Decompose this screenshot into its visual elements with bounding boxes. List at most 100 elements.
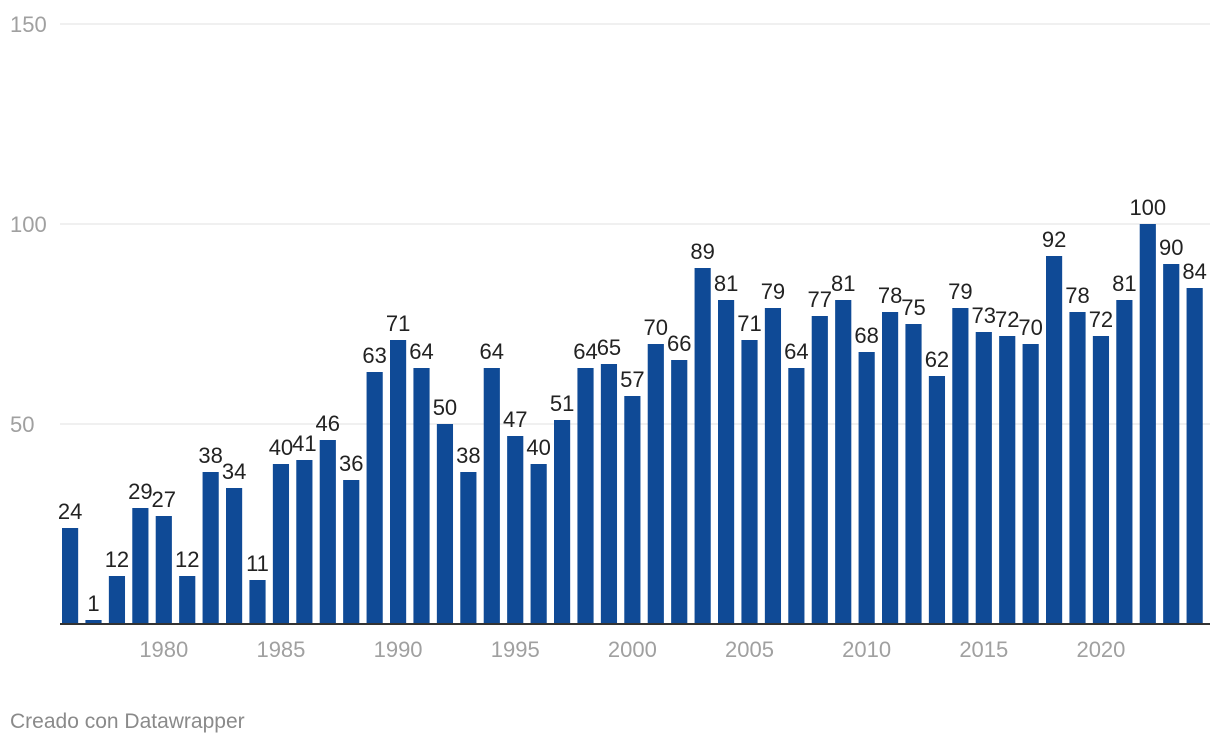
bar-1976 — [62, 528, 79, 624]
bar-2011 — [882, 312, 899, 624]
bars — [62, 224, 1203, 624]
data-label-1976: 24 — [58, 499, 82, 524]
data-label-1995: 47 — [503, 407, 527, 432]
bar-1986 — [296, 460, 313, 624]
bar-1991 — [413, 368, 430, 624]
data-label-2006: 79 — [761, 279, 785, 304]
bar-2004 — [718, 300, 735, 624]
bar-2020 — [1092, 336, 1110, 624]
data-label-1998: 64 — [573, 339, 597, 364]
bar-1982 — [202, 472, 219, 624]
data-label-2023: 90 — [1159, 235, 1183, 260]
data-label-2020: 72 — [1089, 307, 1113, 332]
data-label-2007: 64 — [784, 339, 808, 364]
bar-1995 — [507, 436, 524, 624]
y-tick-label: 100 — [10, 212, 47, 237]
x-tick-label-2005: 2005 — [725, 637, 774, 662]
bar-1990 — [390, 340, 407, 624]
data-label-1987: 46 — [316, 411, 340, 436]
data-label-1977: 1 — [87, 591, 99, 616]
data-label-1982: 38 — [198, 443, 222, 468]
data-label-1994: 64 — [480, 339, 504, 364]
data-label-1989: 63 — [362, 343, 386, 368]
bar-2000 — [624, 396, 641, 624]
y-tick-label: 150 — [10, 12, 47, 37]
bar-2002 — [671, 360, 688, 624]
x-tick-label-2010: 2010 — [842, 637, 891, 662]
bar-2015 — [975, 332, 992, 624]
bar-2016 — [999, 336, 1016, 624]
x-tick-label-2000: 2000 — [608, 637, 657, 662]
x-tick-label-2015: 2015 — [959, 637, 1008, 662]
bar-2013 — [928, 376, 946, 624]
data-label-2000: 57 — [620, 367, 644, 392]
bar-2024 — [1186, 288, 1203, 624]
data-label-1992: 50 — [433, 395, 457, 420]
data-label-2022: 100 — [1129, 195, 1166, 220]
data-label-2005: 71 — [737, 311, 761, 336]
bar-2010 — [858, 352, 875, 624]
data-label-1981: 12 — [175, 547, 199, 572]
bar-1994 — [483, 368, 500, 624]
data-label-2001: 70 — [644, 315, 668, 340]
bar-2017 — [1022, 344, 1039, 624]
data-label-1978: 12 — [105, 547, 129, 572]
bar-1987 — [319, 440, 336, 624]
bar-2019 — [1069, 312, 1086, 624]
data-label-1999: 65 — [597, 335, 621, 360]
data-label-1993: 38 — [456, 443, 480, 468]
x-axis-ticks: 1980 1985 1990 1995 2000 2005 2010 2015 2020 — [139, 637, 1125, 662]
bar-2009 — [835, 300, 852, 624]
y-axis-ticks: 50 100 150 — [10, 12, 47, 437]
bar-2021 — [1116, 300, 1133, 624]
data-label-2009: 81 — [831, 271, 855, 296]
bar-1981 — [179, 576, 196, 624]
bar-2023 — [1163, 264, 1180, 624]
x-tick-label-1980: 1980 — [139, 637, 188, 662]
bar-2008 — [811, 316, 828, 624]
data-label-2021: 81 — [1112, 271, 1136, 296]
bar-2001 — [647, 344, 664, 624]
data-label-1991: 64 — [409, 339, 433, 364]
bar-2018 — [1046, 256, 1063, 624]
data-label-1997: 51 — [550, 391, 574, 416]
bar-1992 — [436, 424, 454, 624]
data-label-1996: 40 — [526, 435, 550, 460]
x-tick-label-1985: 1985 — [256, 637, 305, 662]
y-tick-label: 50 — [10, 412, 34, 437]
bar-1997 — [554, 420, 571, 624]
bar-2014 — [952, 308, 969, 624]
data-label-1988: 36 — [339, 451, 363, 476]
bar-2006 — [764, 308, 782, 624]
bar-1988 — [343, 480, 360, 624]
bar-2012 — [905, 324, 922, 624]
data-label-2024: 84 — [1182, 259, 1206, 284]
bar-1989 — [366, 372, 383, 624]
data-label-2011: 78 — [878, 283, 902, 308]
data-label-2016: 72 — [995, 307, 1019, 332]
data-label-1985: 40 — [269, 435, 293, 460]
bar-1998 — [577, 368, 594, 624]
data-label-2014: 79 — [948, 279, 972, 304]
data-label-1979: 29 — [128, 479, 152, 504]
data-label-2003: 89 — [690, 239, 714, 264]
bar-1984 — [249, 580, 266, 624]
credit-text: Creado con Datawrapper — [10, 710, 245, 733]
data-label-1986: 41 — [292, 431, 316, 456]
data-label-1984: 11 — [246, 551, 269, 576]
bar-1979 — [132, 508, 149, 624]
data-label-2013: 62 — [925, 347, 949, 372]
data-label-2008: 77 — [808, 287, 832, 312]
bar-1993 — [460, 472, 477, 624]
data-label-2015: 73 — [972, 303, 996, 328]
data-label-2002: 66 — [667, 331, 691, 356]
bar-2022 — [1139, 224, 1156, 624]
bar-2007 — [788, 368, 805, 624]
bar-1980 — [155, 516, 172, 624]
data-label-2018: 92 — [1042, 227, 1066, 252]
bar-1978 — [108, 576, 126, 624]
bar-2005 — [741, 340, 758, 624]
bar-1999 — [600, 364, 618, 624]
data-label-2017: 70 — [1018, 315, 1042, 340]
